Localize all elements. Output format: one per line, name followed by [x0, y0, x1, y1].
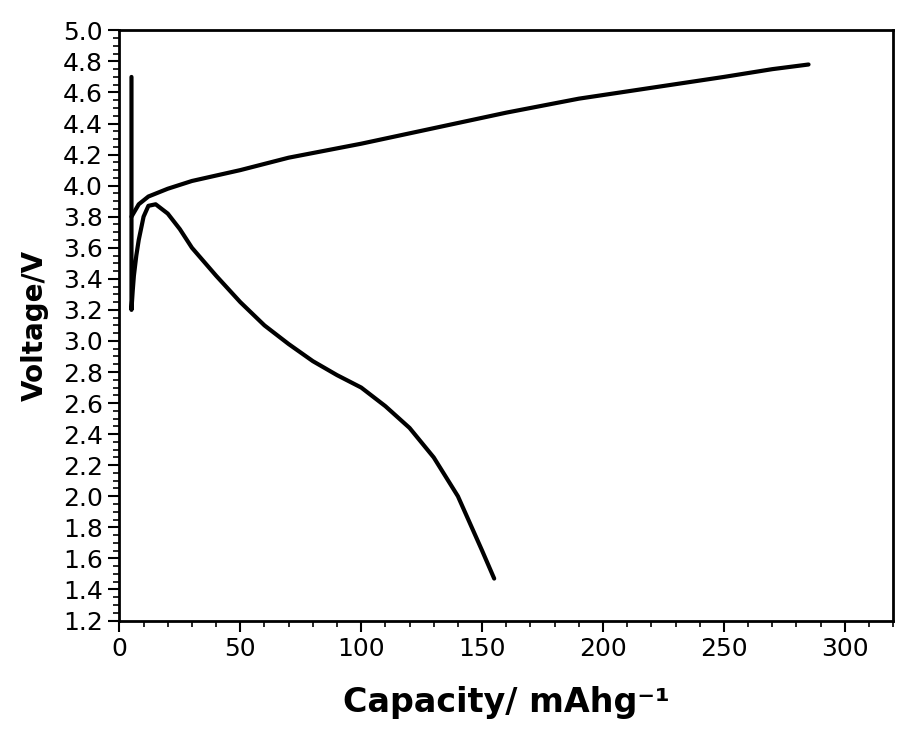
Y-axis label: Voltage/V: Voltage/V: [21, 250, 48, 401]
X-axis label: Capacity/ mAhg⁻¹: Capacity/ mAhg⁻¹: [343, 686, 670, 719]
